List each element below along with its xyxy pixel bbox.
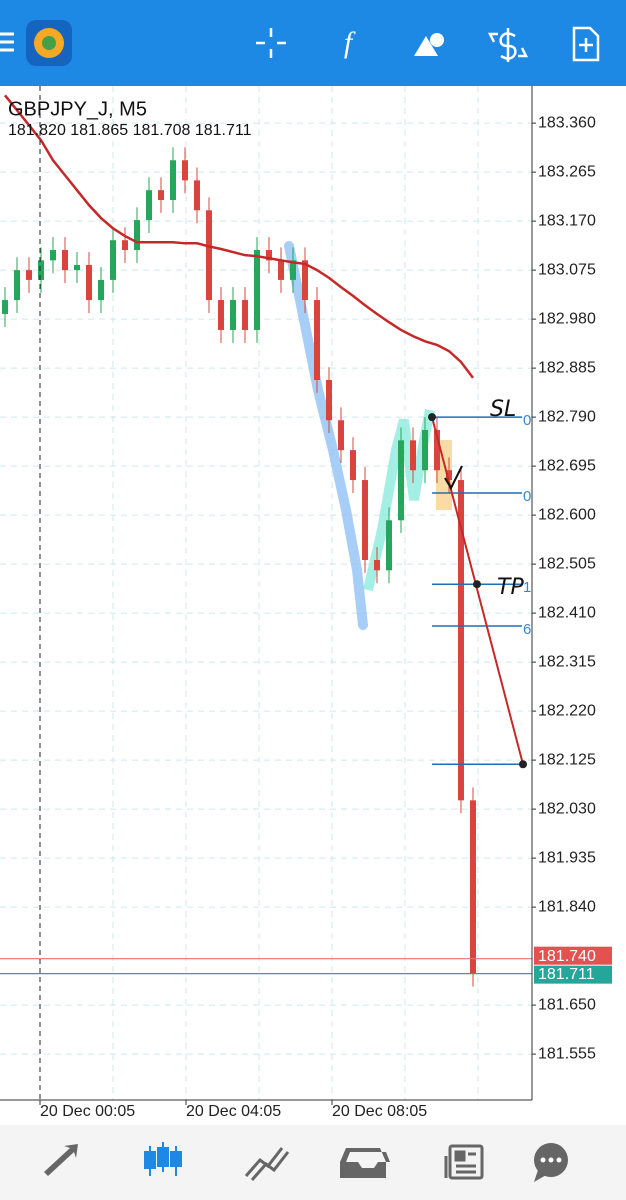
- candle-body: [266, 250, 272, 261]
- price-label: 182.885: [538, 359, 596, 376]
- ohlc-label: 181.820 181.865 181.708 181.711: [8, 122, 252, 139]
- price-label: 183.360: [538, 114, 596, 131]
- candle-body: [314, 300, 320, 380]
- toolbar: [0, 0, 626, 86]
- objects-button[interactable]: [414, 33, 444, 56]
- candle-body: [398, 440, 404, 521]
- price-label: 182.030: [538, 800, 596, 817]
- trend-point: [428, 413, 436, 422]
- candle-body: [230, 300, 236, 330]
- trade-tab[interactable]: [244, 1147, 290, 1181]
- trade-button[interactable]: [487, 28, 529, 62]
- price-label: 183.170: [538, 212, 596, 229]
- price-label: 182.600: [538, 506, 596, 523]
- candle-body: [62, 250, 68, 271]
- annotation: TP: [497, 575, 524, 600]
- candle-body: [170, 160, 176, 200]
- candle-body: [410, 440, 416, 471]
- price-label: 181.935: [538, 849, 596, 866]
- symbol-label: GBPJPY_J, M5: [8, 98, 147, 120]
- candle-body: [194, 180, 200, 211]
- candle-body: [242, 300, 248, 330]
- fib-label: 0: [523, 488, 531, 505]
- ask-label: 181.740: [538, 948, 596, 965]
- candle-body: [134, 220, 140, 251]
- price-label: 181.555: [538, 1045, 596, 1062]
- bottom-nav: [0, 1125, 626, 1200]
- fib-label: 0: [523, 412, 531, 429]
- candle-body: [146, 190, 152, 221]
- chart-tab[interactable]: [144, 1142, 182, 1176]
- candle-body: [422, 430, 428, 471]
- candle-body: [386, 520, 392, 571]
- fib-label: 1: [523, 579, 531, 596]
- price-label: 183.075: [538, 261, 596, 278]
- candle-body: [362, 480, 368, 560]
- price-label: 181.650: [538, 996, 596, 1013]
- history-tab[interactable]: [340, 1148, 390, 1178]
- new-order-button[interactable]: [572, 26, 600, 62]
- candle-body: [470, 800, 476, 974]
- time-label: 20 Dec 04:05: [186, 1103, 281, 1120]
- check-mark: [444, 465, 463, 491]
- candle-body: [50, 250, 56, 261]
- candle-body: [2, 300, 8, 314]
- moving-average: [4, 94, 474, 379]
- candle-body: [446, 470, 452, 481]
- app-logo[interactable]: [26, 20, 72, 66]
- candle-body: [218, 300, 224, 330]
- candle-body: [338, 420, 344, 451]
- price-label: 182.980: [538, 310, 596, 327]
- fib-label: 6: [523, 621, 531, 638]
- menu-button[interactable]: [0, 32, 14, 52]
- crosshair-button[interactable]: [256, 28, 286, 58]
- annotation: SL: [490, 397, 516, 422]
- price-label: 183.265: [538, 163, 596, 180]
- candle-body: [122, 240, 128, 251]
- candle-body: [278, 260, 284, 280]
- price-label: 182.695: [538, 457, 596, 474]
- trend-point: [519, 760, 527, 769]
- candle-body: [74, 264, 80, 271]
- chart: 183.360 183.265 183.170 183.075 182.980 182.8…: [0, 86, 612, 1120]
- time-label: 20 Dec 08:05: [332, 1103, 427, 1120]
- price-label: 182.505: [538, 555, 596, 572]
- ask-tag: [534, 946, 612, 965]
- candle-body: [302, 260, 308, 301]
- candle-body: [290, 260, 296, 280]
- price-label: 182.410: [538, 604, 596, 621]
- price-label: 182.315: [538, 653, 596, 670]
- candle-body: [182, 160, 188, 181]
- highlight-stroke: [284, 241, 368, 630]
- news-tab[interactable]: [444, 1144, 484, 1180]
- price-label: 181.840: [538, 898, 596, 915]
- candle-body: [254, 250, 260, 330]
- candle-body: [38, 260, 44, 280]
- candle-body: [158, 190, 164, 200]
- price-label: 182.790: [538, 408, 596, 425]
- candle-body: [350, 450, 356, 481]
- candle-body: [458, 480, 464, 801]
- candle-body: [26, 270, 32, 280]
- bid-label: 181.711: [538, 966, 595, 983]
- messages-tab[interactable]: [534, 1143, 568, 1182]
- candle-body: [326, 379, 332, 421]
- trend-point: [473, 580, 481, 589]
- candle-body: [206, 210, 212, 301]
- candle-body: [14, 270, 20, 301]
- bid-tag: [534, 965, 612, 984]
- candle-body: [374, 559, 380, 571]
- time-label: 20 Dec 00:05: [40, 1103, 135, 1120]
- candle-body: [110, 240, 116, 280]
- candle-body: [86, 264, 92, 301]
- quotes-tab[interactable]: [44, 1144, 78, 1176]
- price-label: 182.220: [538, 702, 596, 719]
- trend-line: [431, 416, 524, 765]
- candle-body: [98, 279, 104, 301]
- candle-body: [434, 430, 440, 471]
- price-label: 182.125: [538, 751, 596, 768]
